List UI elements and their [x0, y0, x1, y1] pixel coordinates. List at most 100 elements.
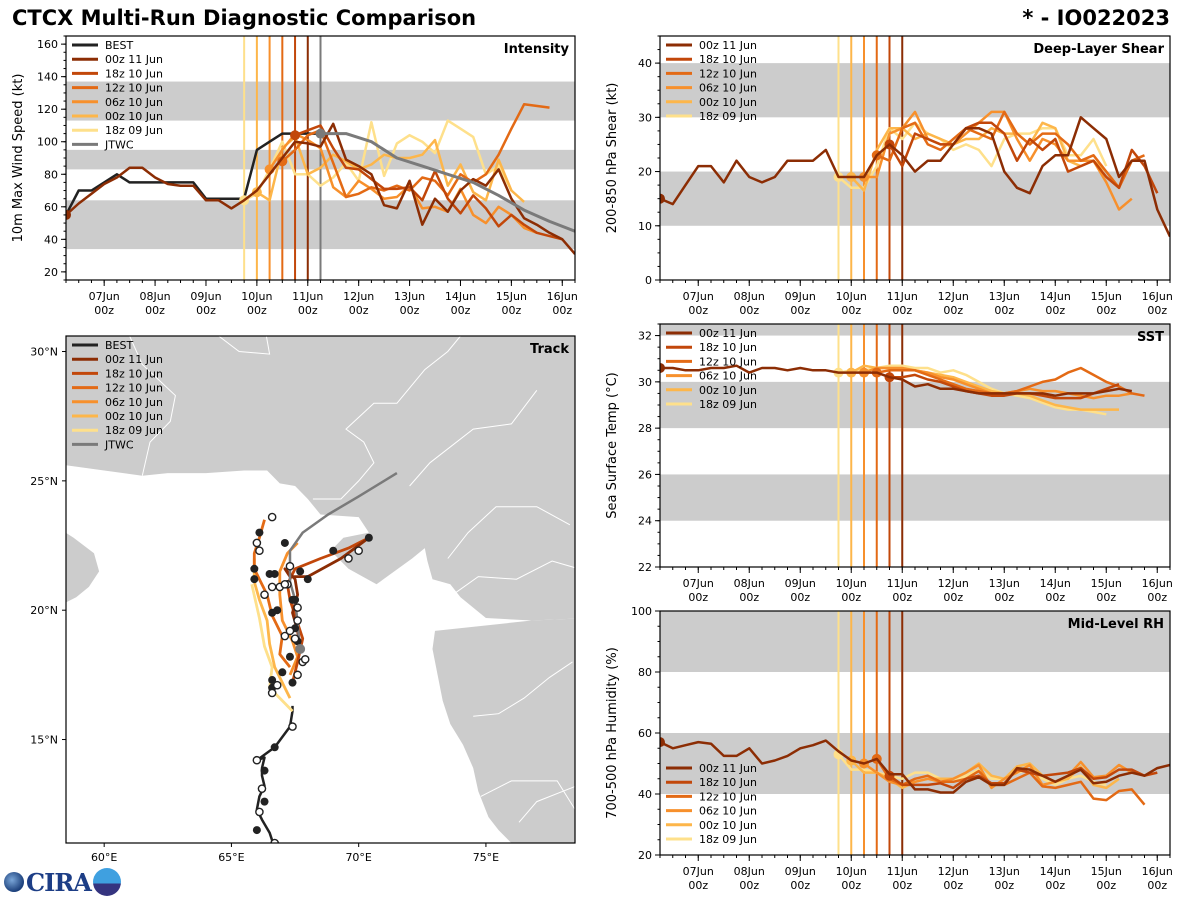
- track-marker-filled: [278, 668, 287, 677]
- x-tick-label: 13Jun: [394, 290, 425, 303]
- y-tick-label: 80: [638, 666, 652, 679]
- legend-label: 00z 10 Jun: [699, 96, 757, 109]
- y-tick-label: 40: [638, 788, 652, 801]
- x-tick-label: 60°E: [91, 851, 117, 864]
- track-marker-open: [255, 807, 264, 817]
- axes-frame: [65, 335, 576, 844]
- x-tick-label: 16Jun: [547, 290, 578, 303]
- track-marker-filled: [250, 575, 259, 584]
- track-marker-filled: [268, 676, 277, 685]
- legend-label: 18z 10 Jun: [699, 776, 757, 789]
- x-tick-label-time: 00z: [739, 304, 759, 317]
- x-tick-label: 15Jun: [1091, 577, 1122, 590]
- panel-intensity: 2040608010012014016007Jun00z08Jun00z09Ju…: [11, 35, 578, 317]
- x-tick-label-time: 00z: [1096, 879, 1116, 892]
- track-marker-open: [255, 546, 264, 555]
- legend-label: 18z 09 Jun: [699, 833, 757, 846]
- legend-label: 00z 10 Jun: [105, 410, 163, 423]
- x-tick-label-time: 00z: [1147, 304, 1167, 317]
- y-tick-label: 22: [638, 561, 652, 574]
- land-oman: [66, 532, 100, 603]
- track-marker-open: [293, 616, 302, 625]
- x-tick-label: 10Jun: [836, 865, 867, 878]
- track-marker-open: [270, 838, 279, 843]
- legend-label: 00z 11 Jun: [699, 39, 757, 52]
- x-tick-label: 14Jun: [1040, 865, 1071, 878]
- y-tick-label: 30°N: [30, 346, 58, 359]
- y-tick-label: 140: [37, 71, 58, 84]
- x-tick-label-time: 00z: [841, 591, 861, 604]
- x-tick-label: 07Jun: [683, 290, 714, 303]
- series-line: [888, 766, 1158, 790]
- panel-shear: 01020304007Jun00z08Jun00z09Jun00z10Jun00…: [605, 35, 1173, 317]
- legend-label: 18z 09 Jun: [105, 124, 163, 137]
- x-tick-label-time: 00z: [145, 304, 165, 317]
- series-line: [660, 364, 1133, 397]
- legend-label: 18z 09 Jun: [105, 424, 163, 437]
- track-marker-open: [252, 538, 262, 548]
- y-tick-label: 20: [638, 849, 652, 862]
- panel-title: Intensity: [504, 42, 570, 57]
- legend-label: 18z 10 Jun: [699, 341, 757, 354]
- x-tick-label: 13Jun: [989, 577, 1020, 590]
- init-point: [277, 156, 288, 167]
- x-tick-label: 14Jun: [1040, 577, 1071, 590]
- legend-label: 06z 10 Jun: [699, 370, 757, 383]
- y-tick-label: 60: [44, 201, 58, 214]
- y-tick-label: 24: [638, 515, 652, 528]
- panel-rh: 2040608010007Jun00z08Jun00z09Jun00z10Jun…: [605, 605, 1173, 892]
- legend-label: 00z 10 Jun: [105, 110, 163, 123]
- init-point: [660, 362, 665, 373]
- plot-area: [66, 36, 575, 280]
- y-tick-label: 100: [37, 136, 58, 149]
- threshold-band: [660, 171, 1170, 226]
- x-tick-label-time: 00z: [1096, 304, 1116, 317]
- x-tick-label: 09Jun: [785, 865, 816, 878]
- track-marker-filled: [285, 652, 294, 661]
- track-marker-open: [293, 670, 302, 680]
- legend-label: 12z 10 Jun: [105, 82, 163, 95]
- x-tick-label-time: 00z: [1045, 591, 1065, 604]
- x-tick-label-time: 00z: [994, 879, 1014, 892]
- threshold-band: [660, 324, 1170, 336]
- globe-icon: [4, 872, 24, 892]
- track-marker-open: [290, 634, 300, 643]
- track-marker-open: [300, 655, 310, 664]
- track-marker-open: [267, 512, 277, 522]
- y-axis-label: 200-850 hPa Shear (kt): [605, 83, 620, 234]
- x-tick-label-time: 00z: [790, 879, 810, 892]
- x-tick-label: 09Jun: [190, 290, 221, 303]
- y-tick-label: 40: [638, 57, 652, 70]
- series-line: [243, 119, 513, 202]
- legend-label: JTWC: [104, 138, 134, 151]
- series-line: [294, 124, 563, 241]
- legend-label: 18z 10 Jun: [699, 53, 757, 66]
- init-point: [66, 209, 71, 220]
- x-tick-label-time: 00z: [841, 879, 861, 892]
- x-tick-label: 16Jun: [1142, 865, 1173, 878]
- logo-text: CIRA: [26, 867, 92, 897]
- x-tick-label-time: 00z: [892, 591, 912, 604]
- x-tick-label: 11Jun: [887, 577, 918, 590]
- y-tick-label: 20: [44, 266, 58, 279]
- track-marker-open: [285, 626, 295, 636]
- track-marker-open: [280, 580, 290, 589]
- track-marker-filled: [260, 766, 269, 775]
- x-tick-label: 07Jun: [683, 577, 714, 590]
- x-tick-label: 08Jun: [734, 577, 765, 590]
- border: [518, 785, 575, 823]
- y-tick-label: 25°N: [30, 475, 58, 488]
- x-tick-label-time: 00z: [1096, 591, 1116, 604]
- x-tick-label-time: 00z: [1045, 304, 1065, 317]
- x-tick-label: 07Jun: [683, 865, 714, 878]
- track-marker-open: [260, 590, 269, 599]
- border: [409, 389, 538, 487]
- plot-area: [660, 36, 1170, 280]
- border: [312, 336, 461, 500]
- track-marker-open: [344, 554, 353, 563]
- page-title: CTCX Multi-Run Diagnostic Comparison: [12, 6, 477, 30]
- plot-area: [660, 324, 1170, 567]
- init-point: [251, 187, 262, 198]
- track-marker-filled: [291, 595, 300, 604]
